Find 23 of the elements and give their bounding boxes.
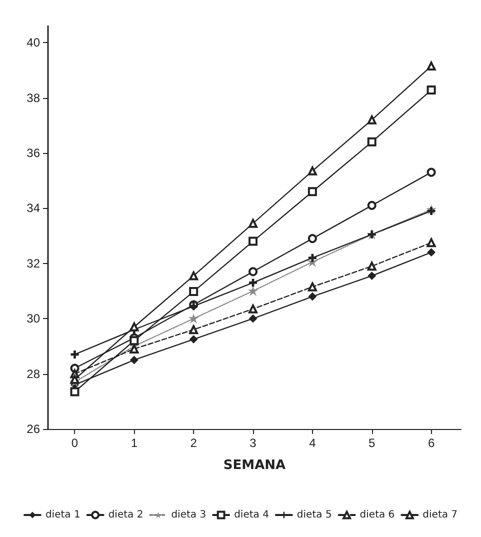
y-tick-label: 28 (26, 366, 40, 381)
y-tick-label: 38 (26, 90, 40, 105)
legend-label: dieta 2 (108, 510, 144, 520)
legend-label: dieta 6 (360, 510, 395, 520)
legend-label: dieta 7 (422, 510, 458, 520)
y-tick-label: 36 (26, 146, 40, 160)
x-tick-label: 0 (71, 436, 78, 450)
x-tick-label: 4 (309, 436, 316, 450)
y-tick-label: 30 (26, 312, 40, 326)
x-tick-label: 1 (130, 436, 138, 450)
y-tick-label: 32 (26, 256, 40, 270)
y-tick-label: 26 (26, 422, 40, 436)
legend-label: dieta 5 (296, 510, 332, 520)
y-tick-label: 40 (26, 36, 40, 50)
legend-label: dieta 1 (45, 510, 80, 520)
legend-label: dieta 3 (171, 510, 206, 520)
x-tick-label: 3 (250, 436, 257, 450)
y-tick-label: 34 (26, 201, 40, 216)
x-axis-title: SEMANA (223, 458, 286, 473)
x-tick-label: 2 (190, 436, 198, 450)
legend-label: dieta 4 (234, 510, 269, 520)
x-tick-label: 6 (428, 436, 435, 450)
x-tick-label: 5 (368, 436, 376, 450)
